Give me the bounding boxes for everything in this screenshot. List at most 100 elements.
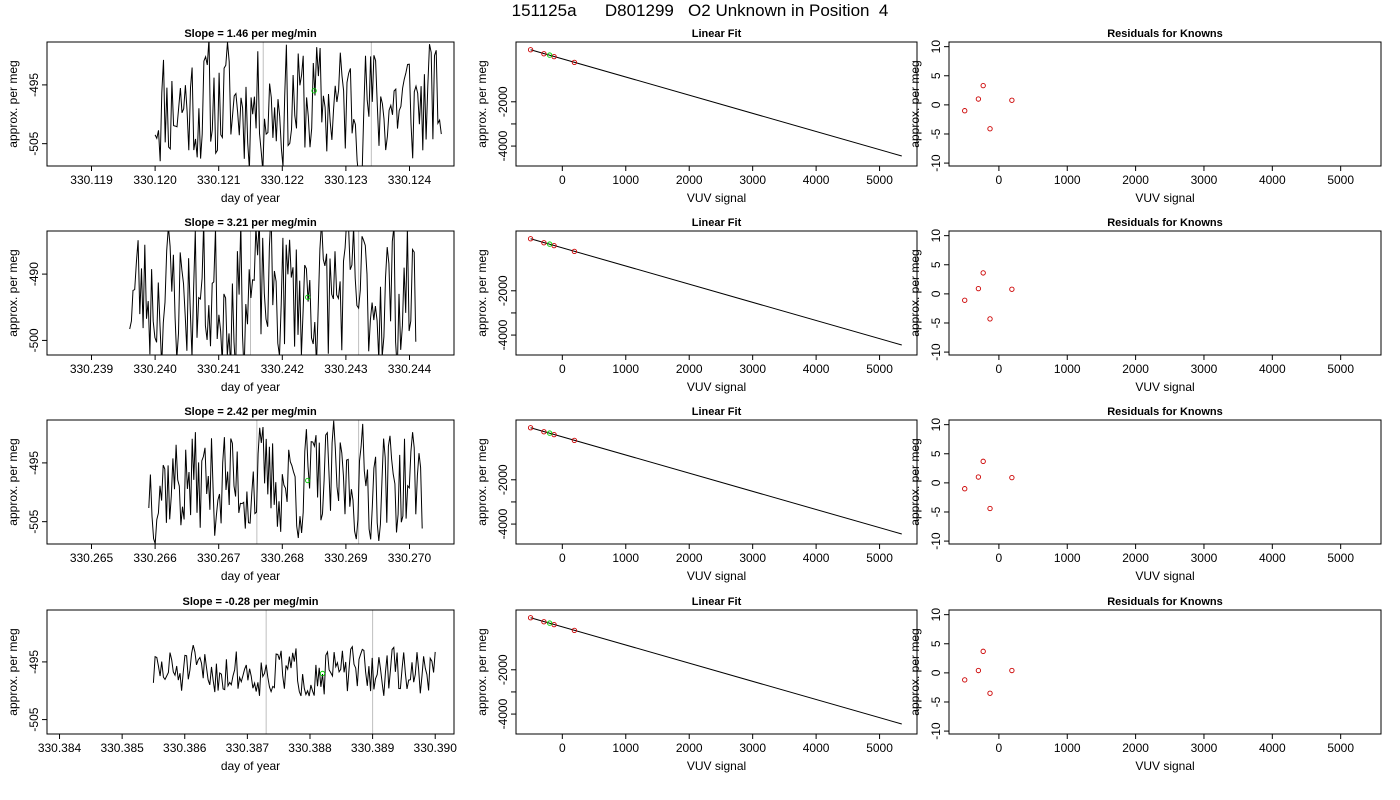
panel-1-0-unknown-point xyxy=(305,294,311,300)
panel-1-2-known-point xyxy=(987,316,993,322)
panel-2-0-x-tick-label: 330.269 xyxy=(324,551,368,565)
panel-1-1-known-point xyxy=(527,236,534,242)
panel-0-2-title: Residuals for Knowns xyxy=(1107,28,1223,40)
panel-0-2-y-tick-label: -10 xyxy=(929,154,943,172)
panel-1-1-fit-line xyxy=(530,238,902,346)
panel-3-2-y-tick-label: 5 xyxy=(929,640,943,647)
panel-1-2-x-tick-label: 2000 xyxy=(1122,362,1149,376)
panel-1-1-y-axis-label: approx. per meg xyxy=(475,249,489,336)
panel-0-2-known-point xyxy=(975,96,982,102)
panel-0-1-known-point xyxy=(541,51,547,57)
panel-2-0-x-tick-label: 330.268 xyxy=(261,551,305,565)
panel-3-0-unknown-point xyxy=(319,670,326,677)
panel-3-1-x-tick-label: 3000 xyxy=(739,741,766,755)
panel-3-2-x-tick-label: 3000 xyxy=(1191,741,1218,755)
panel-0-0-x-tick-label: 330.119 xyxy=(70,173,113,187)
figure-title: 151125a D801299 O2 Unknown in Position 4 xyxy=(511,1,889,20)
panel-1-2-y-tick-label: -5 xyxy=(929,317,943,328)
panel-2-2-x-tick-label: 2000 xyxy=(1122,551,1149,565)
panel-0-0-y-tick-label: -505 xyxy=(27,131,41,155)
panel-1-2-plot-frame xyxy=(948,230,1382,356)
panel-1-2-known-point xyxy=(980,270,986,276)
panel-1-1-known-point xyxy=(551,242,557,249)
panel-0-2-known-point xyxy=(980,83,986,89)
panel-3-1-y-tick-label: -2000 xyxy=(496,654,510,685)
panel-1-0-title: Slope = 3.21 per meg/min xyxy=(184,217,317,229)
panel-1-2-y-tick-label: 0 xyxy=(929,290,943,297)
panel-3-2-y-axis-label: approx. per meg xyxy=(908,628,922,715)
panel-1-0-series-line xyxy=(129,231,417,355)
panel-2-2-y-tick-label: 5 xyxy=(929,450,943,457)
panel-0-2-x-tick-label: 5000 xyxy=(1327,173,1354,187)
panel-3-1-unknown-point xyxy=(546,620,553,626)
panel-3-1-x-tick-label: 2000 xyxy=(676,741,703,755)
panel-2-1-known-point xyxy=(571,437,578,444)
panel-1-2-x-tick-label: 4000 xyxy=(1259,362,1286,376)
panel-0-2-y-tick-label: -5 xyxy=(929,128,943,139)
panel-1-0-x-tick-label: 330.242 xyxy=(261,362,305,376)
panel-1-2-known-point xyxy=(1009,286,1015,292)
panel-2-0-y-tick-label: -505 xyxy=(27,509,41,533)
panel-1-1-x-tick-label: 5000 xyxy=(866,362,893,376)
panel-3-1-known-point xyxy=(551,621,557,628)
panel-1-1-known-point xyxy=(541,240,547,246)
panel-2-2-y-tick-label: -10 xyxy=(929,532,943,550)
panel-3-0-x-tick-label: 330.387 xyxy=(226,741,270,755)
panel-2-1-x-tick-label: 1000 xyxy=(612,551,639,565)
panel-2-2-y-axis-label: approx. per meg xyxy=(908,438,922,525)
panel-3-1-x-tick-label: 4000 xyxy=(803,741,830,755)
panel-0-0-x-tick-label: 330.124 xyxy=(388,173,432,187)
panel-3-1-x-tick-label: 5000 xyxy=(866,741,893,755)
panel-3-2-x-tick-label: 5000 xyxy=(1327,741,1354,755)
panel-2-2-x-tick-label: 4000 xyxy=(1259,551,1286,565)
panel-2-0-x-tick-label: 330.267 xyxy=(197,551,241,565)
panel-1-1-x-tick-label: 4000 xyxy=(803,362,830,376)
panel-2-2-x-axis-label: VUV signal xyxy=(1135,569,1194,583)
panel-0-0-x-axis-label: day of year xyxy=(221,191,280,205)
panel-3-2-y-tick-label: -10 xyxy=(929,722,943,740)
panel-0-1-y-tick-label: -4000 xyxy=(496,130,510,161)
panel-1-0-x-tick-label: 330.240 xyxy=(133,362,177,376)
panel-1-1-unknown-point xyxy=(546,241,553,247)
panel-3-2-known-point xyxy=(980,648,986,654)
panel-2-0-plot-frame xyxy=(46,419,455,545)
panel-3-0-y-axis-label: approx. per meg xyxy=(6,628,20,715)
panel-3-2-y-tick-label: -5 xyxy=(929,696,943,707)
panel-1-1-x-tick-label: 3000 xyxy=(739,362,766,376)
panel-0-0-x-tick-label: 330.120 xyxy=(133,173,177,187)
panel-0-2-known-point xyxy=(987,126,993,132)
panel-0-2-y-tick-label: 10 xyxy=(929,40,943,54)
panel-1-2-y-axis-label: approx. per meg xyxy=(908,249,922,336)
panel-3-0-x-tick-label: 330.390 xyxy=(414,741,458,755)
panel-3-2-known-point xyxy=(987,690,993,696)
panel-3-1-title: Linear Fit xyxy=(692,596,742,608)
panel-1-2-y-tick-label: 5 xyxy=(929,261,943,268)
panel-2-2-x-tick-label: 5000 xyxy=(1327,551,1354,565)
panel-0-0-unknown-point xyxy=(311,88,317,94)
panel-1-2-title: Residuals for Knowns xyxy=(1107,217,1223,229)
panel-0-1-y-tick-label: -2000 xyxy=(496,86,510,117)
panel-1-2-x-tick-label: 3000 xyxy=(1191,362,1218,376)
panel-2-1-known-point xyxy=(541,429,547,435)
panel-3-0-y-tick-label: -495 xyxy=(27,650,41,674)
panel-3-0-y-tick-label: -505 xyxy=(27,707,41,731)
panel-3-2-x-tick-label: 4000 xyxy=(1259,741,1286,755)
panel-1-0-y-axis-label: approx. per meg xyxy=(6,249,20,336)
panel-3-2-y-tick-label: 0 xyxy=(929,669,943,676)
panel-2-1-known-point xyxy=(527,425,534,431)
panel-0-1-title: Linear Fit xyxy=(692,28,742,40)
panel-3-0-x-tick-label: 330.388 xyxy=(288,741,332,755)
panel-1-0-y-tick-label: -490 xyxy=(27,262,41,286)
panel-2-0-x-tick-label: 330.266 xyxy=(133,551,177,565)
panel-3-0-x-axis-label: day of year xyxy=(221,759,280,773)
panel-3-1-x-axis-label: VUV signal xyxy=(687,759,746,773)
panel-1-0-x-tick-label: 330.244 xyxy=(388,362,432,376)
panel-1-2-x-axis-label: VUV signal xyxy=(1135,380,1194,394)
panel-0-2-x-tick-label: 0 xyxy=(996,173,1003,187)
panel-1-1-plot-frame xyxy=(515,230,918,356)
panel-2-2-known-point xyxy=(975,474,982,480)
panel-0-1-fit-line xyxy=(530,49,902,157)
panel-0-2-x-axis-label: VUV signal xyxy=(1135,191,1194,205)
panel-1-1-x-axis-label: VUV signal xyxy=(687,380,746,394)
